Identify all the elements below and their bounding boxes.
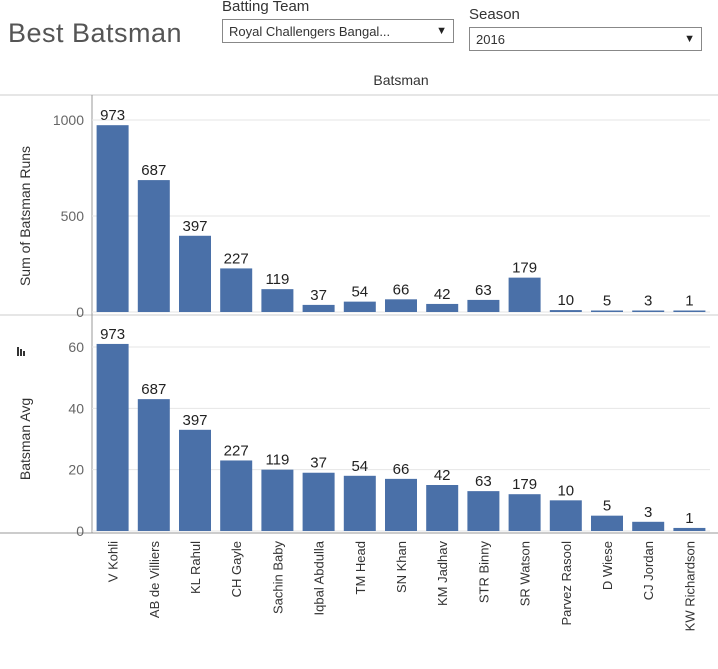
category-label: AB de Villiers: [147, 541, 162, 619]
data-label: 63: [475, 282, 492, 299]
bar: [591, 310, 623, 312]
bar: [137, 180, 170, 312]
bar: [385, 478, 417, 531]
data-label: 1: [685, 293, 693, 310]
data-label: 63: [475, 473, 492, 490]
bar: [632, 521, 665, 531]
category-label: Sachin Baby: [270, 541, 285, 614]
bar: [591, 515, 623, 531]
data-label: 119: [265, 452, 289, 469]
data-label: 973: [100, 326, 125, 343]
category-label: Parvez Rasool: [559, 541, 574, 626]
category-label: TM Head: [353, 541, 368, 594]
y-tick-label: 0: [76, 523, 84, 539]
category-label: KW Richardson: [682, 541, 697, 631]
y-axis-title: Sum of Batsman Runs: [17, 146, 33, 286]
data-label: 119: [265, 271, 289, 288]
bar: [508, 494, 541, 531]
data-label: 1: [685, 510, 693, 527]
y-tick-label: 0: [76, 304, 84, 320]
category-label: STR Binny: [476, 541, 491, 604]
bar: [179, 235, 211, 312]
season-dropdown[interactable]: 2016 ▼: [469, 27, 702, 51]
bar: [343, 475, 376, 531]
data-label: 687: [141, 381, 166, 398]
data-label: 3: [644, 504, 652, 521]
data-label: 37: [310, 455, 327, 472]
batting-team-label: Batting Team: [222, 0, 310, 15]
category-label: KM Jadhav: [435, 541, 450, 607]
data-label: 10: [557, 292, 574, 309]
y-tick-label: 60: [68, 339, 84, 355]
y-tick-label: 20: [68, 462, 84, 478]
batting-team-dropdown[interactable]: Royal Challengers Bangal... ▼: [222, 19, 454, 43]
data-label: 42: [434, 286, 451, 303]
data-label: 227: [224, 442, 249, 459]
bar: [549, 310, 582, 312]
bar: [673, 527, 706, 531]
sort-descending-icon[interactable]: [17, 347, 25, 356]
chart-column-title: Batsman: [373, 72, 428, 88]
chevron-down-icon: ▼: [436, 25, 447, 37]
data-label: 397: [182, 412, 207, 429]
data-label: 397: [182, 218, 207, 235]
data-label: 5: [603, 498, 611, 515]
data-label: 54: [351, 458, 368, 475]
bar: [179, 429, 211, 531]
data-label: 687: [141, 162, 166, 179]
bar: [385, 299, 417, 312]
bar: [220, 268, 253, 312]
bar: [426, 303, 459, 312]
bar: [261, 469, 294, 531]
bar: [632, 310, 665, 312]
bar: [673, 310, 706, 312]
bar: [137, 399, 170, 531]
category-label: SR Watson: [518, 541, 533, 606]
bar: [96, 343, 129, 531]
page-title: Best Batsman: [8, 18, 183, 48]
bar: [467, 299, 500, 312]
category-label: SN Khan: [394, 541, 409, 593]
data-label: 973: [100, 107, 125, 124]
category-label: CH Gayle: [229, 541, 244, 597]
data-label: 179: [512, 260, 537, 277]
bar: [220, 460, 253, 531]
bar: [261, 289, 294, 312]
bar: [343, 301, 376, 312]
bar: [508, 277, 541, 312]
category-label: Iqbal Abdulla: [312, 540, 327, 615]
data-label: 42: [434, 467, 451, 484]
data-label: 179: [512, 476, 537, 493]
y-tick-label: 1000: [53, 112, 84, 128]
category-label: D Wiese: [600, 541, 615, 590]
y-tick-label: 500: [61, 208, 85, 224]
bar: [96, 125, 129, 313]
data-label: 5: [603, 293, 611, 310]
data-label: 37: [310, 287, 327, 304]
category-label: CJ Jordan: [641, 541, 656, 600]
data-label: 66: [393, 461, 410, 478]
season-label: Season: [469, 6, 520, 23]
data-label: 10: [557, 482, 574, 499]
y-axis-title: Batsman Avg: [17, 398, 33, 480]
bar: [549, 500, 582, 531]
bar: [302, 472, 335, 531]
bar: [426, 485, 459, 531]
category-label: V Kohli: [106, 541, 121, 582]
category-label: KL Rahul: [188, 541, 203, 594]
y-tick-label: 40: [68, 400, 84, 416]
chevron-down-icon: ▼: [684, 33, 695, 45]
bar: [302, 304, 335, 312]
bar: [467, 491, 500, 531]
data-label: 66: [393, 281, 410, 298]
data-label: 54: [351, 284, 368, 301]
data-label: 227: [224, 250, 249, 267]
data-label: 3: [644, 293, 652, 310]
